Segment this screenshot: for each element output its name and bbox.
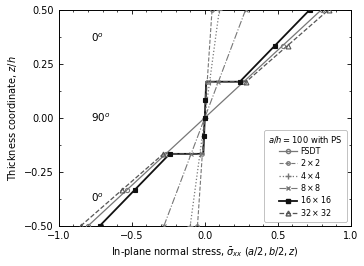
X-axis label: In-plane normal stress, $\bar{\sigma}_{xx}$ $(a/2, b/2, z)$: In-plane normal stress, $\bar{\sigma}_{x…: [111, 246, 298, 260]
Legend: FSDT, $2 \times 2$, $4 \times 4$, $8 \times 8$, $16 \times 16$, $32 \times 32$: FSDT, $2 \times 2$, $4 \times 4$, $8 \ti…: [264, 130, 347, 222]
Text: $0^o$: $0^o$: [91, 192, 104, 204]
Text: $0^o$: $0^o$: [91, 31, 104, 44]
Y-axis label: Thickness coordinate, $z/h$: Thickness coordinate, $z/h$: [5, 55, 19, 181]
Text: $90^o$: $90^o$: [91, 111, 110, 124]
